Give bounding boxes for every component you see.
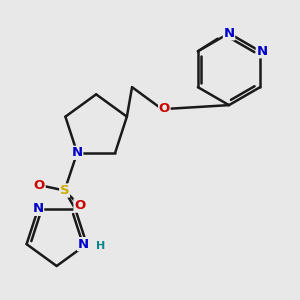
Text: N: N — [72, 146, 83, 159]
Text: O: O — [34, 178, 45, 192]
Text: N: N — [256, 45, 268, 58]
Text: O: O — [159, 102, 170, 115]
Text: O: O — [74, 199, 85, 212]
Text: N: N — [32, 202, 44, 215]
Text: N: N — [77, 238, 89, 250]
Text: H: H — [96, 241, 105, 251]
Text: N: N — [224, 27, 235, 40]
Text: S: S — [60, 184, 69, 197]
